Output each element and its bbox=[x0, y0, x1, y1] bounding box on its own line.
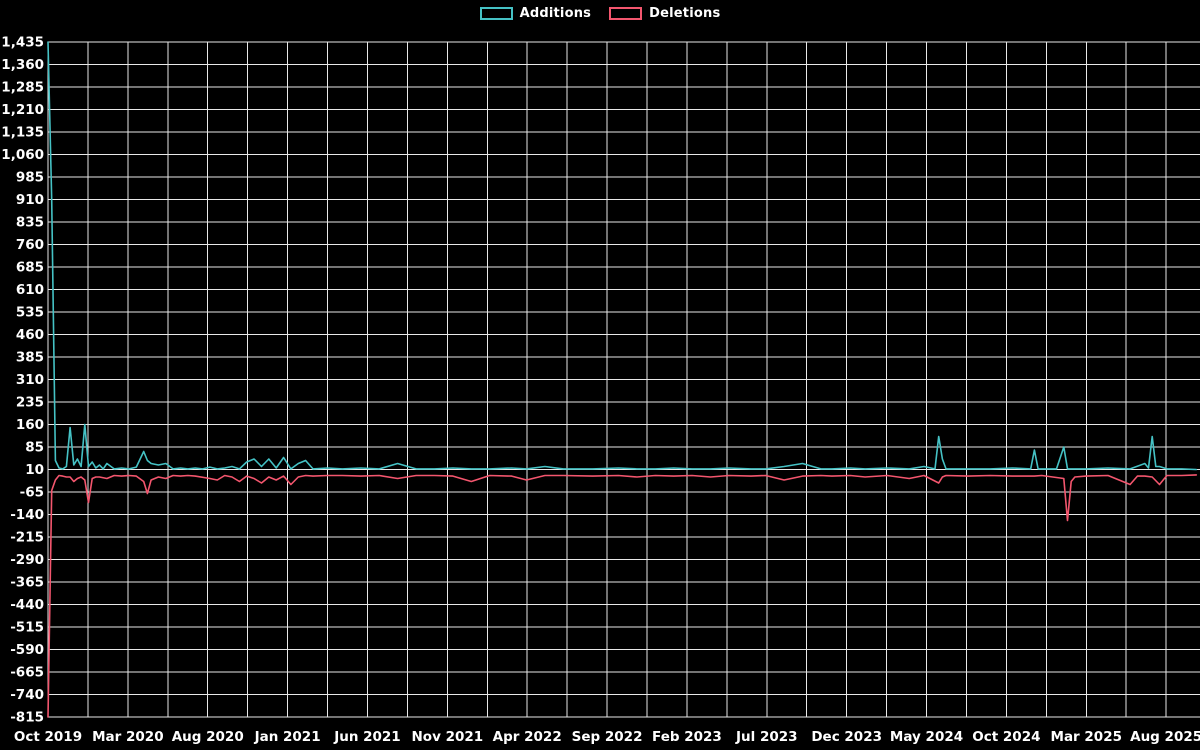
x-axis-tick-label: Jun 2021 bbox=[333, 729, 401, 745]
x-axis-tick-label: Mar 2025 bbox=[1051, 729, 1122, 745]
x-axis-tick-label: Dec 2023 bbox=[811, 729, 882, 745]
x-axis-tick-label: Jan 2021 bbox=[254, 729, 321, 745]
y-axis-tick-label: -665 bbox=[10, 665, 44, 681]
y-axis-tick-label: 460 bbox=[16, 327, 44, 343]
y-axis-tick-label: 985 bbox=[16, 170, 44, 186]
legend-item-additions[interactable]: Additions bbox=[479, 6, 592, 21]
y-axis-tick-label: -290 bbox=[10, 552, 44, 568]
y-axis-tick-label: 1,285 bbox=[1, 80, 44, 96]
x-axis-tick-label: Sep 2022 bbox=[572, 729, 643, 745]
y-axis-tick-label: 685 bbox=[16, 260, 44, 276]
additions-line-series bbox=[47, 41, 1198, 471]
y-axis-tick-label: 535 bbox=[16, 305, 44, 321]
x-axis-tick-label: Aug 2020 bbox=[172, 729, 244, 745]
x-axis-tick-label: Jul 2023 bbox=[735, 729, 798, 745]
x-axis-tick-label: Aug 2025 bbox=[1130, 729, 1200, 745]
y-axis-tick-label: -515 bbox=[10, 620, 44, 636]
y-axis-tick-label: -440 bbox=[10, 597, 44, 613]
y-axis-tick-label: 85 bbox=[25, 440, 44, 456]
x-axis-tick-label: Apr 2022 bbox=[493, 729, 562, 745]
x-axis-tick-label: Oct 2024 bbox=[972, 729, 1040, 745]
x-axis-tick-label: May 2024 bbox=[890, 729, 963, 745]
y-axis-tick-label: 610 bbox=[16, 282, 44, 298]
x-axis-tick-label: Mar 2020 bbox=[92, 729, 163, 745]
y-axis-tick-label: 160 bbox=[16, 417, 44, 433]
x-axis-tick-label: Feb 2023 bbox=[652, 729, 722, 745]
y-axis-tick-label: 235 bbox=[16, 395, 44, 411]
y-axis-tick-label: 910 bbox=[16, 192, 44, 208]
y-axis-tick-label: -815 bbox=[10, 710, 44, 726]
y-axis-tick-label: -65 bbox=[20, 485, 44, 501]
additions-swatch-icon bbox=[479, 7, 513, 20]
y-axis-tick-label: -140 bbox=[10, 507, 44, 523]
y-axis-tick-label: 1,360 bbox=[1, 57, 44, 73]
y-axis-tick-label: 835 bbox=[16, 215, 44, 231]
deletions-line-series bbox=[47, 474, 1198, 718]
y-axis-tick-label: 1,060 bbox=[1, 147, 44, 163]
y-axis-tick-label: 310 bbox=[16, 372, 44, 388]
x-axis-tick-label: Nov 2021 bbox=[412, 729, 484, 745]
legend-label-additions: Additions bbox=[519, 6, 592, 21]
y-axis-tick-label: 1,210 bbox=[1, 102, 44, 118]
y-axis-tick-label: 760 bbox=[16, 237, 44, 253]
y-axis-tick-label: 10 bbox=[25, 462, 44, 478]
y-axis-tick-label: -740 bbox=[10, 687, 44, 703]
y-axis-tick-label: -365 bbox=[10, 575, 44, 591]
legend-item-deletions[interactable]: Deletions bbox=[609, 6, 720, 21]
legend-label-deletions: Deletions bbox=[649, 6, 721, 21]
y-axis-tick-label: -590 bbox=[10, 642, 44, 658]
y-axis-tick-label: 1,435 bbox=[1, 35, 44, 51]
x-axis-tick-label: Oct 2019 bbox=[14, 729, 82, 745]
y-axis-tick-label: 1,135 bbox=[1, 125, 44, 141]
y-axis-tick-label: 385 bbox=[16, 350, 44, 366]
deletions-swatch-icon bbox=[609, 7, 643, 20]
y-axis-tick-label: -215 bbox=[10, 530, 44, 546]
chart-legend: Additions Deletions bbox=[0, 6, 1200, 21]
